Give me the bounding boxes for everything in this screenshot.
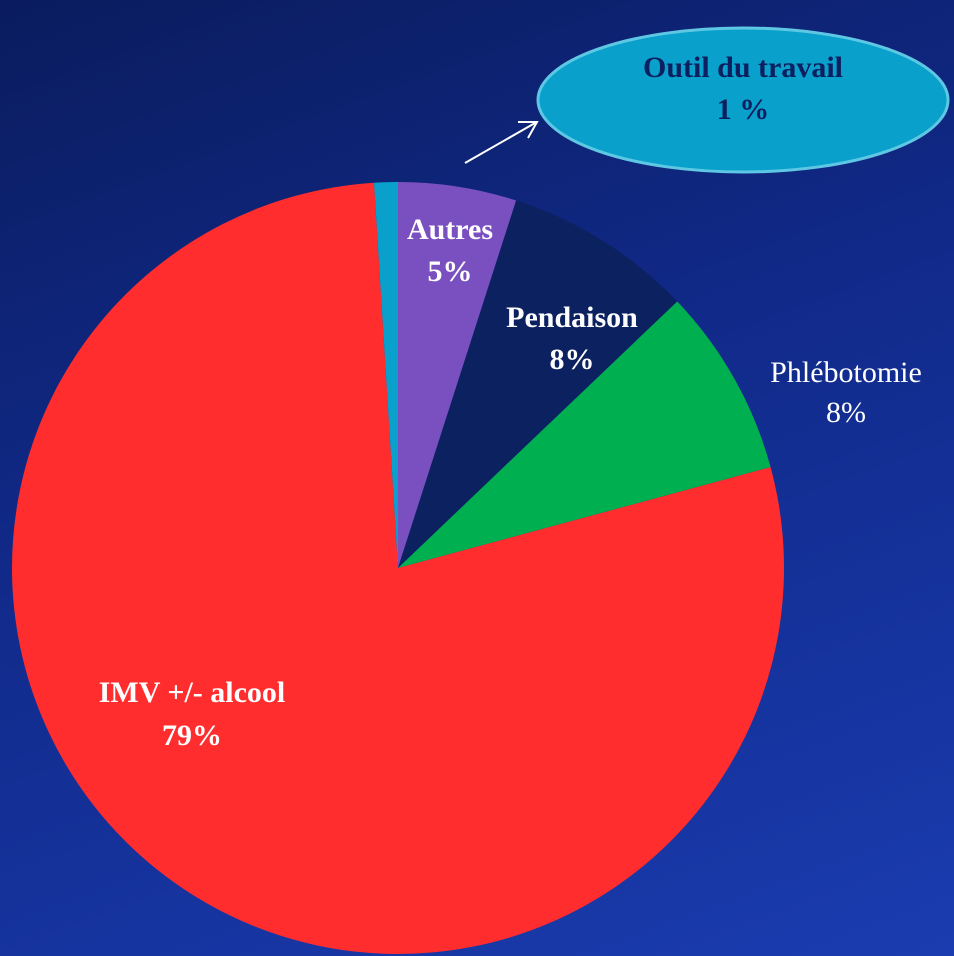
slice-label: IMV +/- alcool [99,676,286,709]
slice-value-label: 8% [826,396,866,429]
callout-bubble [536,26,950,174]
pie-slice [398,182,517,568]
pie-slice [398,200,678,568]
slice-label: Pendaison [506,301,638,334]
slice-label: Autres [407,213,493,246]
slice-label: Phlébotomie [770,356,922,389]
callout-arrow [464,122,536,164]
callout-arrowhead [518,121,539,139]
slice-value-label: 5% [428,255,473,288]
slice-value-label: 1 % [717,93,770,126]
slice-value-label: 79% [162,719,222,752]
pie-slice [398,301,771,568]
slice-value-label: 8% [550,343,595,376]
pie-slice [374,182,398,568]
pie-slice [11,182,784,954]
slice-label: Outil du travail [643,51,843,84]
